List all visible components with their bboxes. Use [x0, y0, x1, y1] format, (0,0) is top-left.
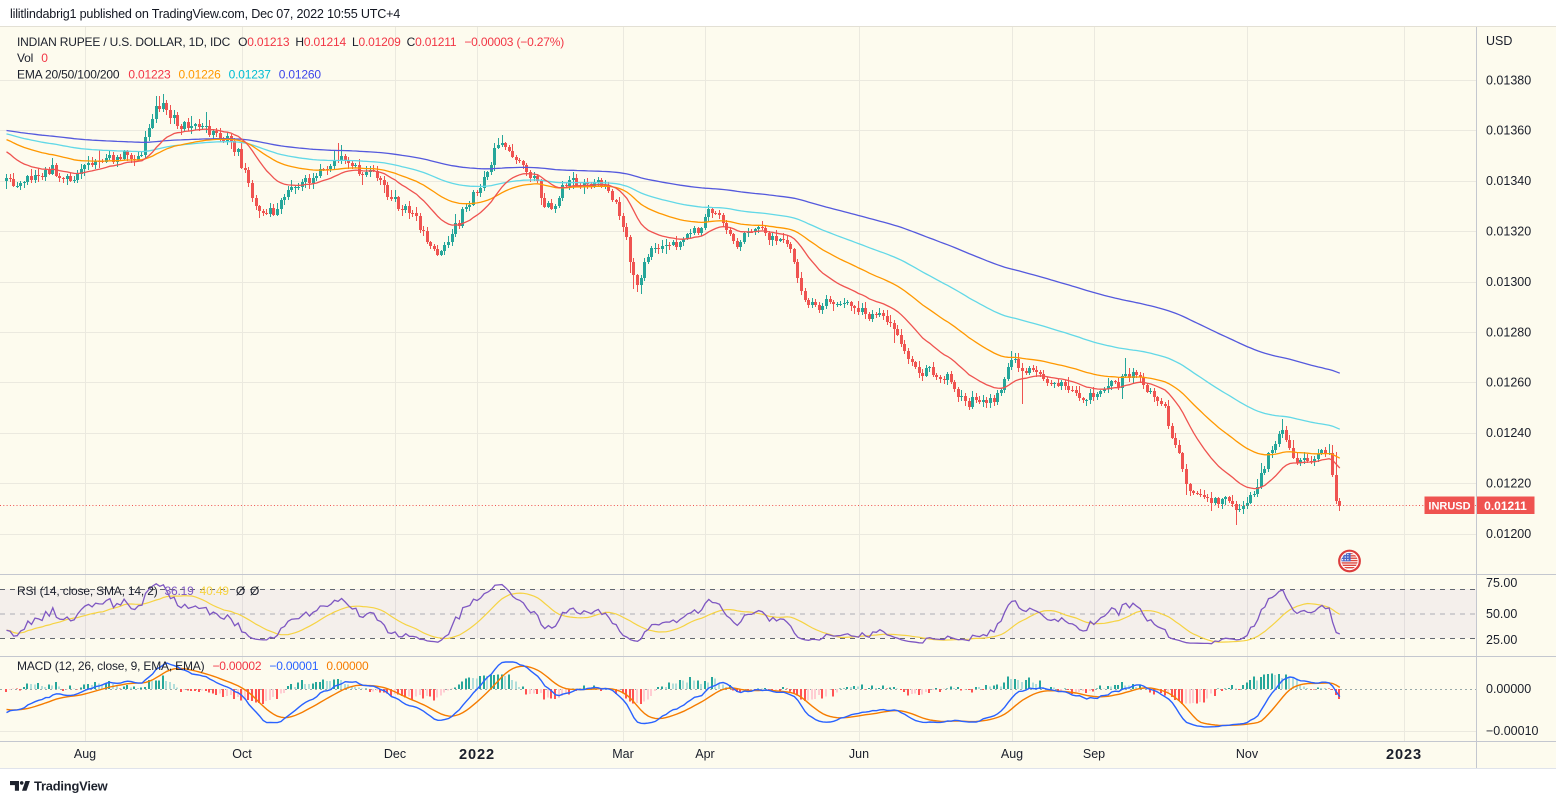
svg-text:−0.00010: −0.00010: [1486, 724, 1539, 738]
svg-text:0.01360: 0.01360: [1486, 124, 1531, 138]
svg-text:MACD (12, 26, close, 9, EMA, E: MACD (12, 26, close, 9, EMA, EMA) −0.0000…: [17, 659, 369, 673]
svg-text:Sep: Sep: [1083, 747, 1105, 761]
svg-text:Dec: Dec: [384, 747, 406, 761]
svg-text:lilitlindabrig1 published on T: lilitlindabrig1 published on TradingView…: [10, 7, 400, 21]
svg-text:Aug: Aug: [74, 747, 96, 761]
svg-text:Nov: Nov: [1236, 747, 1259, 761]
svg-text:0.01300: 0.01300: [1486, 275, 1531, 289]
svg-text:TradingView: TradingView: [34, 779, 109, 794]
svg-text:0.01211: 0.01211: [1484, 499, 1527, 513]
svg-text:Jun: Jun: [849, 747, 869, 761]
svg-text:0.01220: 0.01220: [1486, 477, 1531, 491]
svg-text:Aug: Aug: [1001, 747, 1023, 761]
svg-text:0.01260: 0.01260: [1486, 376, 1531, 390]
svg-text:0.01320: 0.01320: [1486, 225, 1531, 239]
svg-text:Apr: Apr: [695, 747, 714, 761]
svg-text:0.01200: 0.01200: [1486, 527, 1531, 541]
svg-text:USD: USD: [1486, 34, 1512, 48]
svg-text:75.00: 75.00: [1486, 576, 1517, 590]
svg-text:INRUSD: INRUSD: [1428, 501, 1470, 513]
svg-text:RSI (14, close, SMA, 14, 2)36.: RSI (14, close, SMA, 14, 2) 36.19 40.49 Ø Ø: [17, 584, 259, 598]
svg-text:50.00: 50.00: [1486, 607, 1517, 621]
svg-text:Vol 0: Vol 0: [17, 51, 48, 65]
svg-text:2022: 2022: [459, 747, 495, 763]
svg-text:0.01240: 0.01240: [1486, 426, 1531, 440]
svg-text:Oct: Oct: [232, 747, 252, 761]
svg-text:Mar: Mar: [612, 747, 634, 761]
svg-text:0.01340: 0.01340: [1486, 174, 1531, 188]
svg-text:2023: 2023: [1386, 747, 1422, 763]
svg-text:0.01280: 0.01280: [1486, 325, 1531, 339]
svg-text:25.00: 25.00: [1486, 633, 1517, 647]
svg-text:0.00000: 0.00000: [1486, 682, 1531, 696]
svg-text:0.01380: 0.01380: [1486, 73, 1531, 87]
